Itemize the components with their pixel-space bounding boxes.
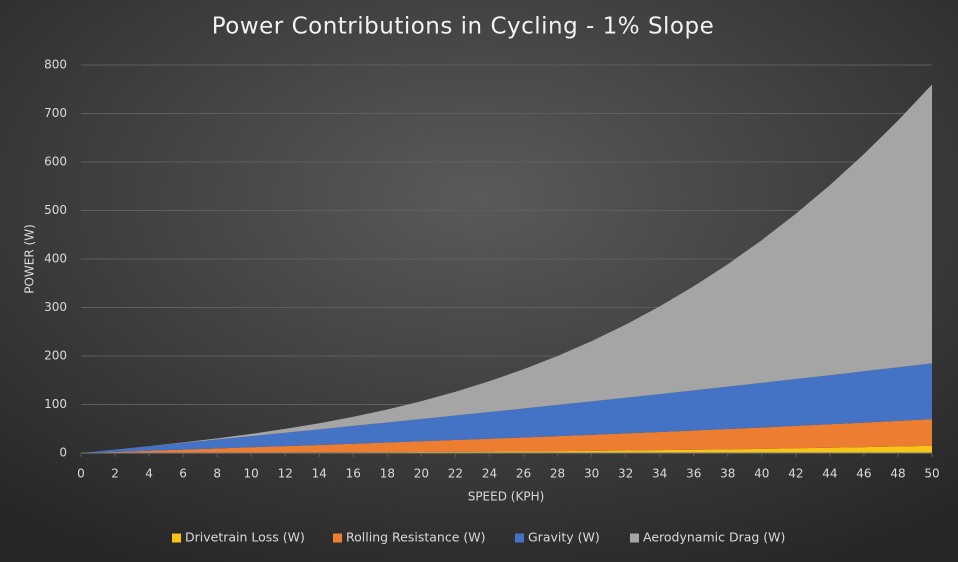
x-tick-label: 12 (278, 467, 293, 481)
legend-label: Aerodynamic Drag (W) (643, 530, 785, 545)
x-tick-label: 14 (312, 467, 327, 481)
y-tick-label: 200 (44, 349, 67, 363)
legend: Drivetrain Loss (W) Rolling Resistance (W… (172, 530, 785, 545)
x-tick-label: 46 (856, 467, 871, 481)
x-tick-label: 10 (244, 467, 259, 481)
x-tick-label: 24 (482, 467, 497, 481)
y-axis-title: POWER (W) (23, 224, 37, 294)
y-tick-label: 300 (44, 300, 67, 314)
x-tick-label: 20 (414, 467, 429, 481)
x-tick-label: 8 (213, 467, 221, 481)
x-tick-label: 16 (346, 467, 361, 481)
area (81, 363, 932, 453)
x-tick-label: 2 (111, 467, 119, 481)
x-tick-label: 28 (550, 467, 565, 481)
legend-label: Gravity (W) (528, 530, 600, 545)
y-tick-label: 0 (59, 446, 67, 460)
x-tick-label: 32 (618, 467, 633, 481)
x-tick-label: 0 (77, 467, 85, 481)
x-tick-label: 34 (652, 467, 667, 481)
x-tick-label: 42 (788, 467, 803, 481)
x-tick-label: 22 (448, 467, 463, 481)
x-tick-label: 18 (380, 467, 395, 481)
x-tick-label: 36 (686, 467, 701, 481)
legend-swatch (333, 533, 342, 543)
area (81, 84, 932, 454)
legend-swatch (172, 533, 181, 543)
y-tick-label: 700 (44, 106, 67, 120)
y-tick-label: 100 (44, 397, 67, 411)
y-tick-label: 500 (44, 203, 67, 217)
x-tick-label: 50 (924, 467, 939, 481)
x-tick-label: 48 (890, 467, 905, 481)
chart-title: Power Contributions in Cycling - 1% Slop… (212, 14, 715, 40)
legend-swatch (630, 533, 639, 543)
x-tick-label: 40 (754, 467, 769, 481)
legend-label: Rolling Resistance (W) (346, 530, 485, 545)
x-tick-label: 44 (822, 467, 837, 481)
x-axis-title: SPEED (KPH) (468, 490, 545, 504)
x-tick-label: 38 (720, 467, 735, 481)
legend-label: Drivetrain Loss (W) (185, 530, 305, 545)
y-tick-label: 800 (44, 58, 67, 72)
area (81, 419, 932, 453)
x-tick-label: 30 (584, 467, 599, 481)
plot-area (81, 84, 932, 454)
area (81, 445, 932, 453)
y-tick-label: 600 (44, 155, 67, 169)
x-tick-label: 6 (179, 467, 187, 481)
x-tick-label: 4 (145, 467, 153, 481)
x-tick-label: 26 (516, 467, 531, 481)
legend-swatch (515, 533, 524, 543)
y-tick-label: 400 (44, 252, 67, 266)
